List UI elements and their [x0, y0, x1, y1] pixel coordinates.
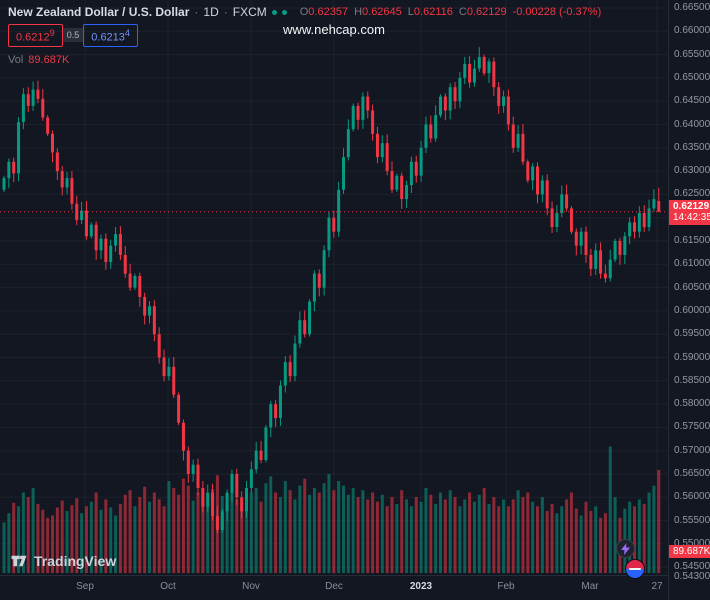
price-tick: 0.54300 — [674, 570, 710, 582]
separator: · — [223, 5, 228, 19]
time-label: Mar — [581, 581, 599, 592]
time-label: Feb — [497, 581, 515, 592]
price-tick: 0.63000 — [674, 165, 710, 177]
market-status-icon[interactable] — [281, 9, 287, 15]
volume-axis-label: 89.687K — [669, 545, 710, 558]
price-tick: 0.59500 — [674, 328, 710, 340]
spread-label: 0.5 — [62, 28, 84, 43]
time-label: 2023 — [409, 581, 433, 592]
price-tick: 0.60000 — [674, 304, 710, 316]
price-tick: 0.61500 — [674, 235, 710, 246]
price-tick: 0.65500 — [674, 48, 710, 60]
price-tick: 0.66500 — [674, 2, 710, 13]
price-tick: 0.55000 — [674, 537, 710, 549]
time-label: Nov — [242, 581, 260, 592]
interval-button[interactable]: 1D — [203, 5, 219, 19]
tradingview-logo[interactable]: TradingView — [10, 552, 116, 570]
price-tick: 0.58500 — [674, 374, 710, 386]
price-tick: 0.63500 — [674, 141, 710, 153]
volume-readout: Vol 89.687K — [8, 53, 70, 66]
buy-button[interactable]: 0.62134 — [83, 24, 139, 47]
current-price-label: 0.62129 14:42:35 — [669, 199, 710, 225]
price-tick: 0.65000 — [674, 71, 710, 83]
sell-button[interactable]: 0.62129 — [8, 24, 63, 47]
ohlc-readout: O0.62357 H0.62645 L0.62116 C0.62129 -0.0… — [299, 6, 602, 18]
price-tick: 0.56500 — [674, 468, 710, 479]
exchange-label[interactable]: FXCM — [232, 5, 267, 19]
symbol-title[interactable]: New Zealand Dollar / U.S. Dollar — [8, 5, 190, 19]
tradingview-mark-icon — [11, 555, 27, 567]
chart-legend: New Zealand Dollar / U.S. Dollar · 1D · … — [8, 5, 601, 66]
price-tick: 0.59000 — [674, 351, 710, 363]
price-axis[interactable]: 0.62129 14:42:35 89.687K 0.66500 0.66000 0… — [668, 0, 710, 600]
time-label: Oct — [160, 581, 176, 592]
price-tick: 0.57500 — [674, 421, 710, 433]
market-status-icon[interactable] — [271, 9, 277, 15]
change-readout: -0.00228 (-0.37%) — [512, 6, 602, 18]
price-tick: 0.54500 — [674, 561, 710, 573]
price-tick: 0.62500 — [674, 188, 710, 200]
price-tick: 0.55500 — [674, 514, 710, 526]
time-axis[interactable]: Sep Oct Nov Dec 2023 Feb Mar 27 — [0, 575, 668, 600]
price-tick: 0.61000 — [674, 258, 710, 270]
separator: · — [194, 5, 199, 19]
price-tick: 0.56000 — [674, 491, 710, 503]
time-label: Sep — [76, 581, 94, 592]
time-label: 27 — [651, 581, 663, 592]
price-tick: 0.64500 — [674, 95, 710, 107]
chart-canvas[interactable] — [0, 0, 668, 575]
watermark: www.nehcap.com — [283, 22, 385, 37]
price-tick: 0.64000 — [674, 118, 710, 130]
price-tick: 0.60500 — [674, 281, 710, 293]
price-tick: 0.57000 — [674, 444, 710, 456]
brand-icon[interactable] — [625, 559, 645, 579]
price-tick: 0.66000 — [674, 25, 710, 37]
price-tick: 0.58000 — [674, 398, 710, 410]
time-label: Dec — [325, 581, 343, 592]
lightning-icon[interactable] — [616, 539, 635, 558]
countdown-timer: 14:42:35 — [673, 211, 710, 223]
